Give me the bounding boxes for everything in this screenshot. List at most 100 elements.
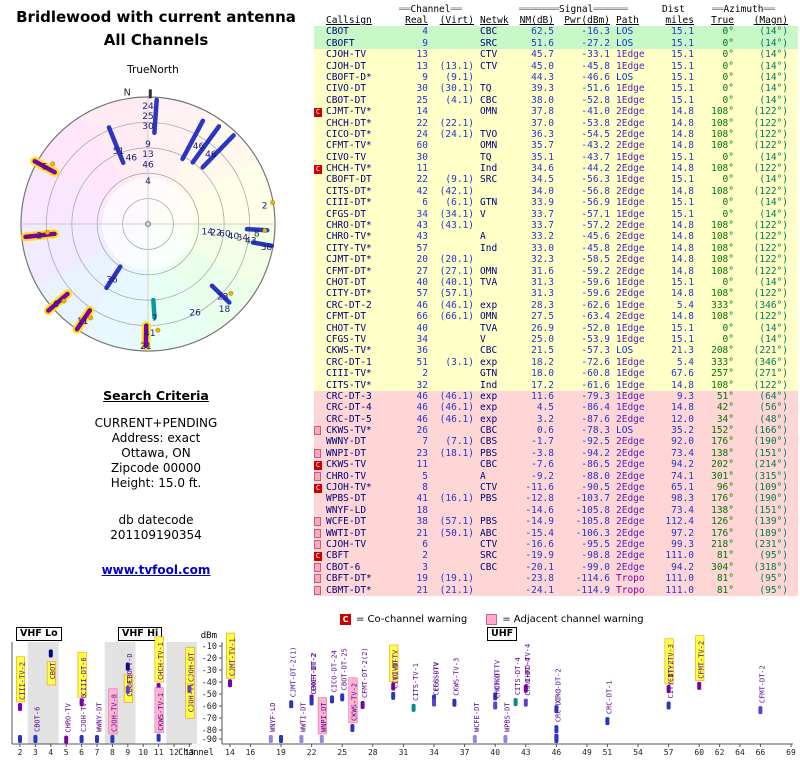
real-channel: 7 [422,436,428,448]
co-channel-highlight [77,651,87,698]
svg-text:CITS-TV-1: CITS-TV-1 [412,663,420,701]
radar-channel-label: 25 [142,112,153,122]
svg-text:CFGS-TV: CFGS-TV [432,661,440,691]
svg-text:CITY-DT-2: CITY-DT-2 [667,661,675,699]
radar-channel-label: 7 [152,314,158,324]
nm-db: 21.5 [531,345,554,357]
adjacent-channel-badge [314,574,321,584]
callsign: CFMT-DT* [326,265,372,277]
y-tick-label: -10 [202,642,217,652]
callsign: CKWS-TV [326,459,367,471]
azimuth-magnetic: (189°) [753,527,788,539]
pwr-dbm: -90.5 [581,482,610,494]
radar-channel-label: 24 [142,102,154,112]
azimuth-magnetic: (315°) [753,470,788,482]
network: Ind [480,379,498,391]
path: 2Edge [616,482,645,494]
y-tick-label: -40 [202,678,217,688]
radar-channel-label: 13 [142,150,153,160]
svg-text:CITS-DT-4: CITS-DT-4 [514,657,522,695]
pwr-dbm: -72.6 [581,356,610,368]
real-channel: 43 [416,231,428,243]
azimuth-true: 108° [711,265,734,277]
table-group-header: ══Channel══ ═══════Signal══════ Dist ══A… [314,4,798,15]
pwr-dbm: -43.2 [581,140,610,152]
station-marker [125,662,130,671]
azimuth-true: 126° [711,516,734,528]
station-label: CBOFT-DT-2 [310,652,318,694]
network: TVA [480,276,498,288]
column-header: Pwr(dBm) [564,15,610,26]
real-channel: 6 [422,538,428,550]
tvfool-link[interactable]: www.tvfool.com [101,563,211,577]
network: OMN [480,265,498,277]
azimuth-true: 0° [722,276,734,288]
nm-db: 38.0 [531,94,554,106]
band-label-uhf: UHF [487,627,518,641]
nm-db: -11.6 [525,482,554,494]
path: 2Edge [616,311,645,323]
virtual-channel: (40.1) [439,276,474,288]
radar-channel-label: 6 [53,300,59,310]
station-label: CHCH-DT-2 [310,654,318,692]
station-marker [391,691,396,700]
nm-db: 36.3 [531,128,554,140]
nm-db: 28.3 [531,299,554,311]
virtual-channel: (34.1) [439,208,474,220]
table-row: CITY-DT* 57 (57.1) 31.3 -59.6 2Edge 14.8 108° (1… [314,288,798,300]
station-marker [666,701,671,710]
table-row: CBOFT 9 SRC 51.6 -27.2 LOS 15.1 0° (14°) [314,37,798,50]
station-label: CBOT-6 [34,707,42,732]
radar-channel-label: 51 [113,147,124,157]
svg-text:CHRO-TV: CHRO-TV [65,702,73,732]
nm-db: -7.6 [531,459,554,471]
pwr-dbm: -99.0 [581,561,610,573]
path: 1Edge [616,322,645,334]
pwr-dbm: -62.6 [581,299,610,311]
real-channel: 36 [416,345,428,357]
azimuth-magnetic: (14°) [759,151,788,163]
table-row: CBOT-6 3 CBC -20.1 -99.0 2Edge 94.2 304° (318°) [314,561,798,574]
azimuth-true: 304° [711,561,734,573]
network [474,288,512,299]
azimuth-magnetic: (122°) [753,128,788,140]
network: TQ [480,151,492,163]
radar-signal-bar [152,97,159,136]
pwr-dbm: -103.7 [575,493,610,505]
svg-text:CFGS-DTV: CFGS-DTV [432,661,440,696]
callsign: CICO-DT* [326,128,372,140]
path: 2Edge [616,561,645,573]
svg-text:CBOT-DT-25: CBOT-DT-25 [341,648,349,690]
pwr-dbm: -56.9 [581,197,610,209]
azimuth-magnetic: (122°) [753,140,788,152]
network: OMN [480,140,498,152]
station-dot [155,327,161,333]
network: CTV [480,482,498,494]
radar-signal-bar [151,297,157,321]
distance-miles: 15.1 [671,333,694,345]
virtual-channel [428,140,474,151]
radar-channel-label: 60 [219,229,231,239]
co-channel-highlight [185,647,195,685]
real-channel: 4 [422,26,428,38]
station-marker [411,703,416,712]
callsign: CFGS-DT [326,208,367,220]
nm-db: -19.9 [525,550,554,562]
distance-miles: 15.1 [671,60,694,72]
station-marker [493,701,498,710]
station-dot [50,161,56,167]
pwr-dbm: -92.5 [581,436,610,448]
pwr-dbm: -51.6 [581,83,610,95]
x-tick-label: 12 [169,748,179,757]
network: exp [480,299,498,311]
distance-miles: 15.1 [671,197,694,209]
search-criteria-line: Address: exact [111,431,201,445]
co-channel-badge: C [314,165,322,175]
azimuth-true: 81° [716,550,734,562]
table-column-header: Callsign Real (Virt) Netwk NM(dB) Pwr(dBm) Pat… [314,15,798,26]
real-channel: 40 [416,276,428,288]
path: 2Edge [616,288,645,300]
path: 2Edge [616,231,645,243]
nm-db: 45.0 [531,60,554,72]
callsign: CJOH-DT [326,60,367,72]
